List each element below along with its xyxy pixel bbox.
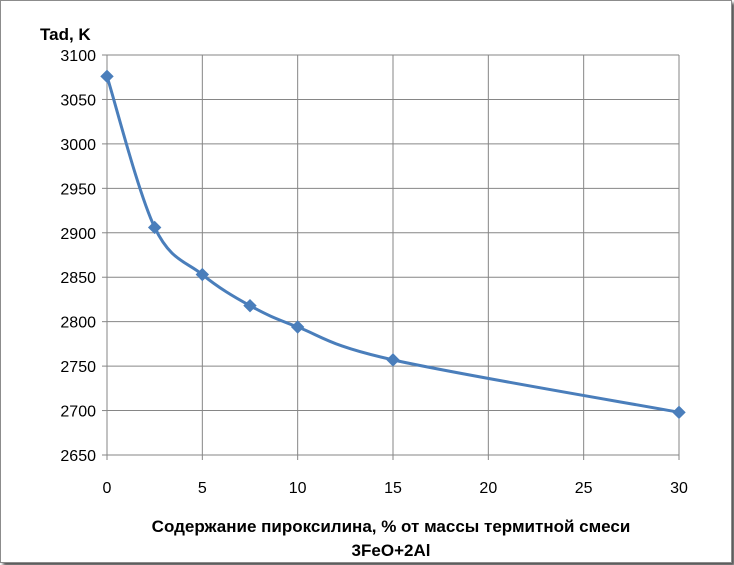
data-point-marker [147,220,162,235]
data-point-marker [243,298,257,313]
series-layer [100,69,686,420]
x-tick-label: 30 [670,480,688,497]
data-point-marker [195,267,210,282]
y-tick-label: 3100 [60,48,96,65]
y-tick-label: 2750 [60,359,96,376]
x-axis-label-line-1: Содержание пироксилина, % от массы терми… [152,517,631,536]
y-tick-label: 2950 [60,181,96,198]
series-line [105,75,680,414]
x-axis-ticks: 0 5 10 15 20 25 30 [103,455,688,497]
y-tick-label: 2850 [60,270,96,287]
y-tick-label: 2700 [60,404,96,421]
x-tick-label: 20 [479,480,497,497]
x-tick-label: 5 [198,480,207,497]
x-tick-label: 25 [575,480,593,497]
grid [106,54,680,456]
x-axis-label-line-2: 3FeO+2Al [352,541,431,560]
data-point-marker [290,320,305,334]
y-tick-label: 3000 [60,137,96,154]
x-tick-label: 15 [384,480,402,497]
y-axis-ticks: 2650 2700 2750 2800 2850 2900 2950 3000 3050 3100 [60,48,107,465]
y-tick-label: 2650 [60,448,96,465]
y-axis-label: Tad, K [40,25,91,44]
data-point-marker [386,353,400,367]
data-point-marker [672,405,686,420]
y-tick-label: 3050 [60,92,96,109]
y-tick-label: 2900 [60,226,96,243]
data-point-marker [100,69,114,84]
x-tick-label: 0 [103,480,112,497]
x-tick-label: 10 [289,480,307,497]
y-tick-label: 2800 [60,315,96,332]
